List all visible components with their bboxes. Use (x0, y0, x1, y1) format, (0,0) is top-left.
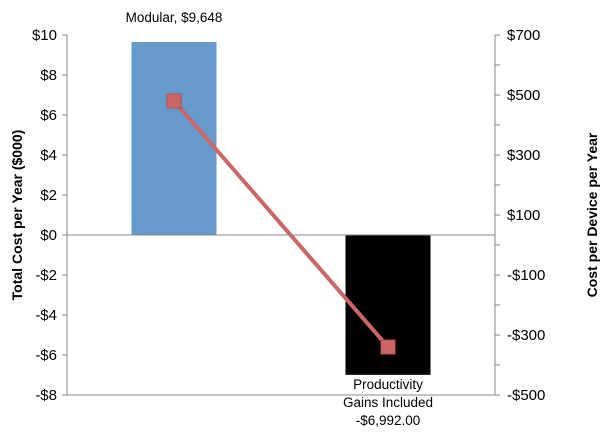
left-tick-label: -$6 (35, 347, 57, 364)
left-tick-label: $6 (40, 107, 57, 124)
data-label-2: Productivity Gains Included -$6,992.00 (343, 377, 433, 428)
bar-1 (131, 42, 217, 235)
right-tick-label: -$500 (507, 387, 545, 404)
left-tick-label: $10 (32, 27, 57, 44)
right-tick-label: $500 (507, 87, 540, 104)
right-tick-label: $700 (507, 27, 540, 44)
right-tick-label: $100 (507, 207, 540, 224)
left-tick-label: $0 (40, 227, 57, 244)
data-label-line: Gains Included (343, 395, 433, 410)
left-tick-label: -$2 (35, 267, 57, 284)
right-tick-label: -$100 (507, 267, 545, 284)
data-label-line: Productivity (353, 377, 423, 392)
right-axis-title: Cost per Device per Year (584, 132, 600, 297)
left-tick-label: -$4 (35, 307, 57, 324)
series-line (172, 99, 390, 349)
left-tick-label: -$8 (35, 387, 57, 404)
left-tick-label: $2 (40, 187, 57, 204)
data-label-1: Modular, $9,648 (126, 10, 223, 25)
data-label-line: Modular, $9,648 (126, 10, 223, 25)
left-tick-label: $4 (40, 147, 57, 164)
line-marker-1 (166, 93, 182, 109)
right-tick-label: $300 (507, 147, 540, 164)
left-tick-label: $8 (40, 67, 57, 84)
right-tick-label: -$300 (507, 327, 545, 344)
data-label-line: -$6,992.00 (356, 413, 421, 428)
left-axis-title: Total Cost per Year ($000) (9, 130, 25, 301)
line-marker-2 (380, 339, 396, 355)
